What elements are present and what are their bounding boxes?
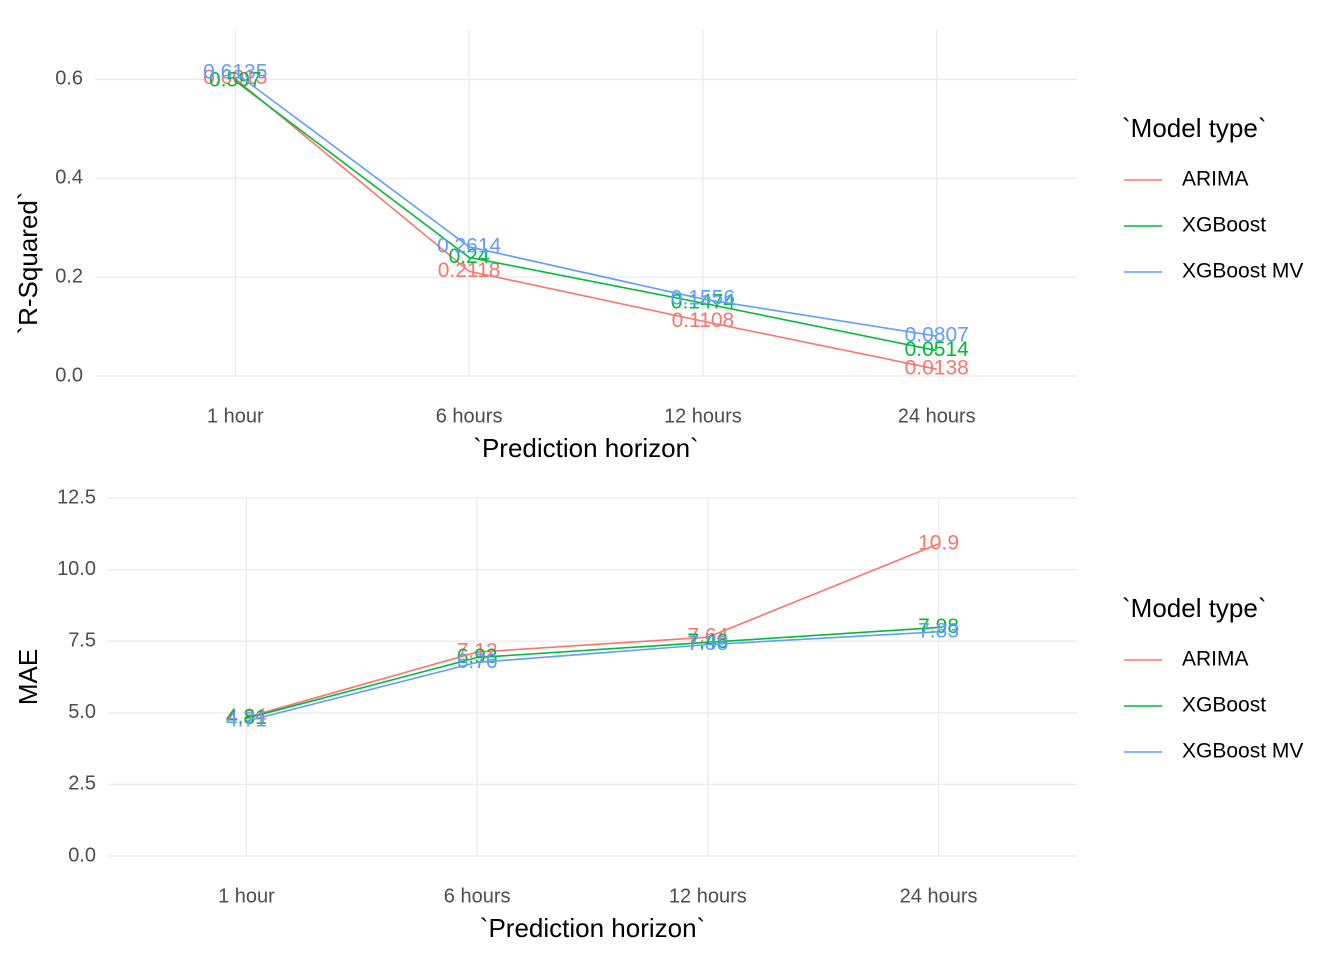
x-axis-title: `Prediction horizon`	[480, 913, 705, 943]
data-label: 0.6135	[203, 60, 267, 83]
legend-label: XGBoost MV	[1182, 260, 1303, 283]
y-axis-title: MAE	[13, 649, 43, 705]
data-label: 7.46	[687, 630, 728, 653]
y-tick-label: 0.2	[55, 265, 83, 287]
data-label: 0.6015	[203, 66, 267, 89]
y-tick-label: 0.0	[55, 364, 83, 386]
legend-label: ARIMA	[1182, 168, 1249, 191]
legend-title: `Model type`	[1122, 593, 1267, 623]
data-label: 4.71	[226, 709, 267, 732]
y-tick-label: 2.5	[68, 773, 96, 795]
y-tick-label: 5.0	[68, 701, 96, 723]
legend-label: XGBoost MV	[1182, 740, 1303, 763]
data-label: 0.24	[449, 245, 490, 268]
legend-title: `Model type`	[1122, 113, 1267, 143]
data-label: 0.2614	[437, 234, 502, 257]
data-label: 10.9	[918, 531, 959, 554]
data-label: 7.83	[918, 619, 959, 642]
x-tick-label: 6 hours	[444, 885, 511, 907]
data-label: 0.2118	[438, 259, 501, 282]
data-label: 6.76	[457, 650, 498, 673]
y-tick-label: 7.5	[68, 629, 96, 651]
x-tick-label: 1 hour	[218, 885, 275, 907]
y-tick-label: 12.5	[57, 486, 96, 508]
x-tick-label: 12 hours	[664, 405, 742, 427]
series-line	[234, 80, 937, 352]
y-tick-label: 0.0	[68, 844, 96, 866]
legend-label: XGBoost	[1182, 694, 1266, 717]
data-label: 0.0514	[905, 338, 970, 361]
series-line	[246, 543, 939, 719]
data-label: 0.1108	[672, 309, 735, 332]
x-tick-label: 12 hours	[669, 885, 747, 907]
data-label: 0.0138	[905, 357, 969, 380]
x-tick-label: 24 hours	[898, 405, 976, 427]
data-label: 0.597	[209, 68, 262, 91]
y-tick-label: 0.4	[55, 167, 83, 189]
data-label: 0.1556	[671, 287, 735, 310]
series-line	[246, 630, 939, 722]
y-axis-title: `R-Squared`	[13, 191, 43, 334]
x-axis-title: `Prediction horizon`	[473, 433, 698, 463]
series-line	[234, 78, 937, 370]
x-tick-label: 24 hours	[900, 885, 978, 907]
x-tick-label: 1 hour	[207, 405, 264, 427]
series-line	[234, 72, 937, 337]
legend-label: XGBoost	[1182, 214, 1266, 237]
data-label: 0.0807	[905, 324, 969, 347]
data-label: 0.1474	[671, 291, 736, 314]
legend-label: ARIMA	[1182, 648, 1249, 671]
series-line	[246, 626, 939, 720]
y-tick-label: 0.6	[55, 68, 83, 90]
data-label: 4.84	[226, 705, 267, 728]
data-label: 7.38	[687, 632, 728, 655]
y-tick-label: 10.0	[57, 558, 96, 580]
data-label: 4.81	[226, 706, 267, 729]
x-tick-label: 6 hours	[436, 405, 503, 427]
